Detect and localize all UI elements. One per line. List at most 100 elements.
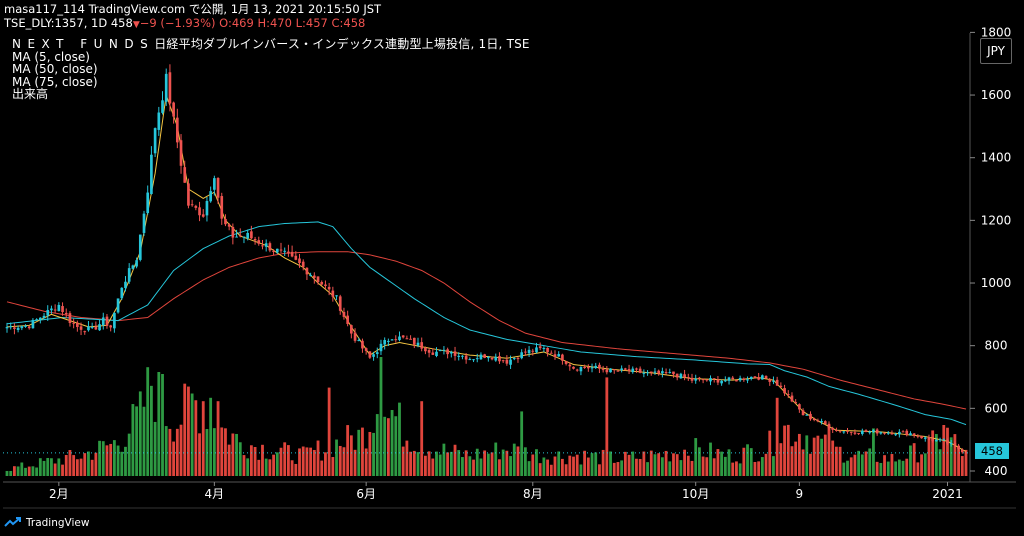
volume-bar	[135, 406, 138, 476]
candle-body	[635, 368, 638, 370]
volume-bar	[675, 454, 679, 476]
candle-body	[816, 420, 820, 422]
price-axis[interactable]: 400 600 800 1000 1200 1400 1600 1800	[3, 25, 1011, 478]
volume-bar	[853, 454, 857, 476]
candle-body	[346, 315, 349, 324]
candle-body	[723, 380, 727, 382]
candle-body	[753, 376, 757, 379]
volume-bar	[150, 385, 153, 476]
volume-bar	[912, 443, 916, 476]
volume-bar	[679, 460, 683, 476]
footer[interactable]: TradingView	[4, 512, 89, 534]
volume-bar	[960, 456, 964, 476]
volume-bar	[927, 437, 931, 476]
volume-bar	[657, 453, 661, 476]
volume-bar	[431, 458, 435, 476]
candle-body	[805, 414, 809, 416]
volume-bar	[553, 456, 557, 476]
candle-body	[46, 310, 50, 316]
candle-body	[457, 355, 461, 357]
volume-bar	[398, 402, 401, 476]
chart-legend: NEXT FUNDS日経平均ダブルインバース・インデックス連動型上場投信, 1日…	[12, 38, 530, 101]
volume-bar	[486, 453, 490, 476]
volume-bar	[509, 456, 512, 476]
volume-bar	[498, 459, 501, 476]
volume-bar	[16, 466, 20, 476]
candle-body	[812, 418, 816, 420]
volume-bar	[868, 448, 872, 476]
candle-body	[538, 346, 542, 349]
candle-body	[901, 431, 905, 433]
legend-ma75[interactable]: MA (75, close)	[12, 74, 98, 89]
candle-body	[216, 178, 220, 198]
candle-body	[594, 365, 598, 368]
volume-bar	[823, 434, 827, 476]
candle-body	[809, 413, 812, 420]
volume-bar	[412, 450, 416, 476]
candle-body	[257, 240, 261, 244]
volume-bar	[783, 425, 786, 476]
candle-body	[87, 326, 90, 331]
candle-body	[675, 373, 679, 378]
candle-body	[472, 359, 475, 361]
candle-body	[305, 267, 309, 275]
volume-bar	[720, 451, 724, 476]
candle-body	[879, 432, 883, 434]
candle-body	[431, 352, 435, 355]
volume-bar	[575, 454, 579, 476]
volume-bar	[601, 449, 605, 476]
candle-body	[679, 373, 683, 379]
volume-bar	[709, 442, 712, 476]
volume-bar	[775, 397, 779, 476]
candle-body	[575, 369, 579, 371]
volume-bar	[749, 448, 753, 476]
volume-bar	[779, 443, 783, 476]
volume-bar	[435, 451, 438, 476]
candle-body	[364, 348, 368, 351]
price-tick-label: 800	[985, 339, 1008, 353]
volume-bar	[964, 449, 968, 476]
volume-bar	[209, 397, 213, 476]
volume-bar	[405, 440, 409, 476]
candle-body	[957, 445, 960, 449]
volume-bar	[494, 442, 498, 476]
volume-bar	[746, 444, 749, 476]
volume-bar	[457, 450, 461, 476]
candle-body	[183, 167, 187, 183]
candle-body	[435, 351, 438, 357]
candle-body	[153, 128, 157, 154]
candle-body	[187, 183, 190, 206]
candle-body	[401, 335, 405, 338]
candle-body	[620, 368, 623, 371]
candle-body	[190, 204, 194, 206]
candle-body	[420, 342, 424, 349]
legend-volume[interactable]: 出来高	[12, 87, 49, 101]
candle-body	[205, 201, 209, 216]
currency-button[interactable]: JPY	[980, 38, 1012, 64]
candle-body	[113, 312, 116, 329]
volume-bar	[90, 459, 94, 476]
legend-ma50[interactable]: MA (50, close)	[12, 62, 98, 76]
volume-bar	[812, 437, 816, 476]
volume-bar	[249, 445, 253, 476]
volume-bar	[953, 434, 957, 476]
volume-bar	[897, 459, 901, 476]
candle-body	[964, 452, 968, 454]
volume-bar	[831, 440, 835, 476]
candle-body	[616, 370, 620, 372]
time-axis[interactable]: 2月 4月 6月 8月 10月 9 2021	[49, 482, 963, 501]
volume-bar	[175, 428, 179, 476]
volume-bar	[72, 455, 76, 476]
volume-bar	[279, 447, 283, 476]
volume-bar	[594, 452, 598, 476]
volume-bar	[860, 454, 864, 476]
candle-body	[853, 432, 857, 434]
candle-body	[290, 251, 294, 257]
volume-bar	[923, 453, 927, 476]
candle-body	[372, 354, 375, 357]
volume-bar	[50, 458, 53, 476]
volume-bar	[138, 391, 142, 476]
candle-body	[649, 371, 653, 373]
legend-ma5[interactable]: MA (5, close)	[12, 49, 90, 64]
